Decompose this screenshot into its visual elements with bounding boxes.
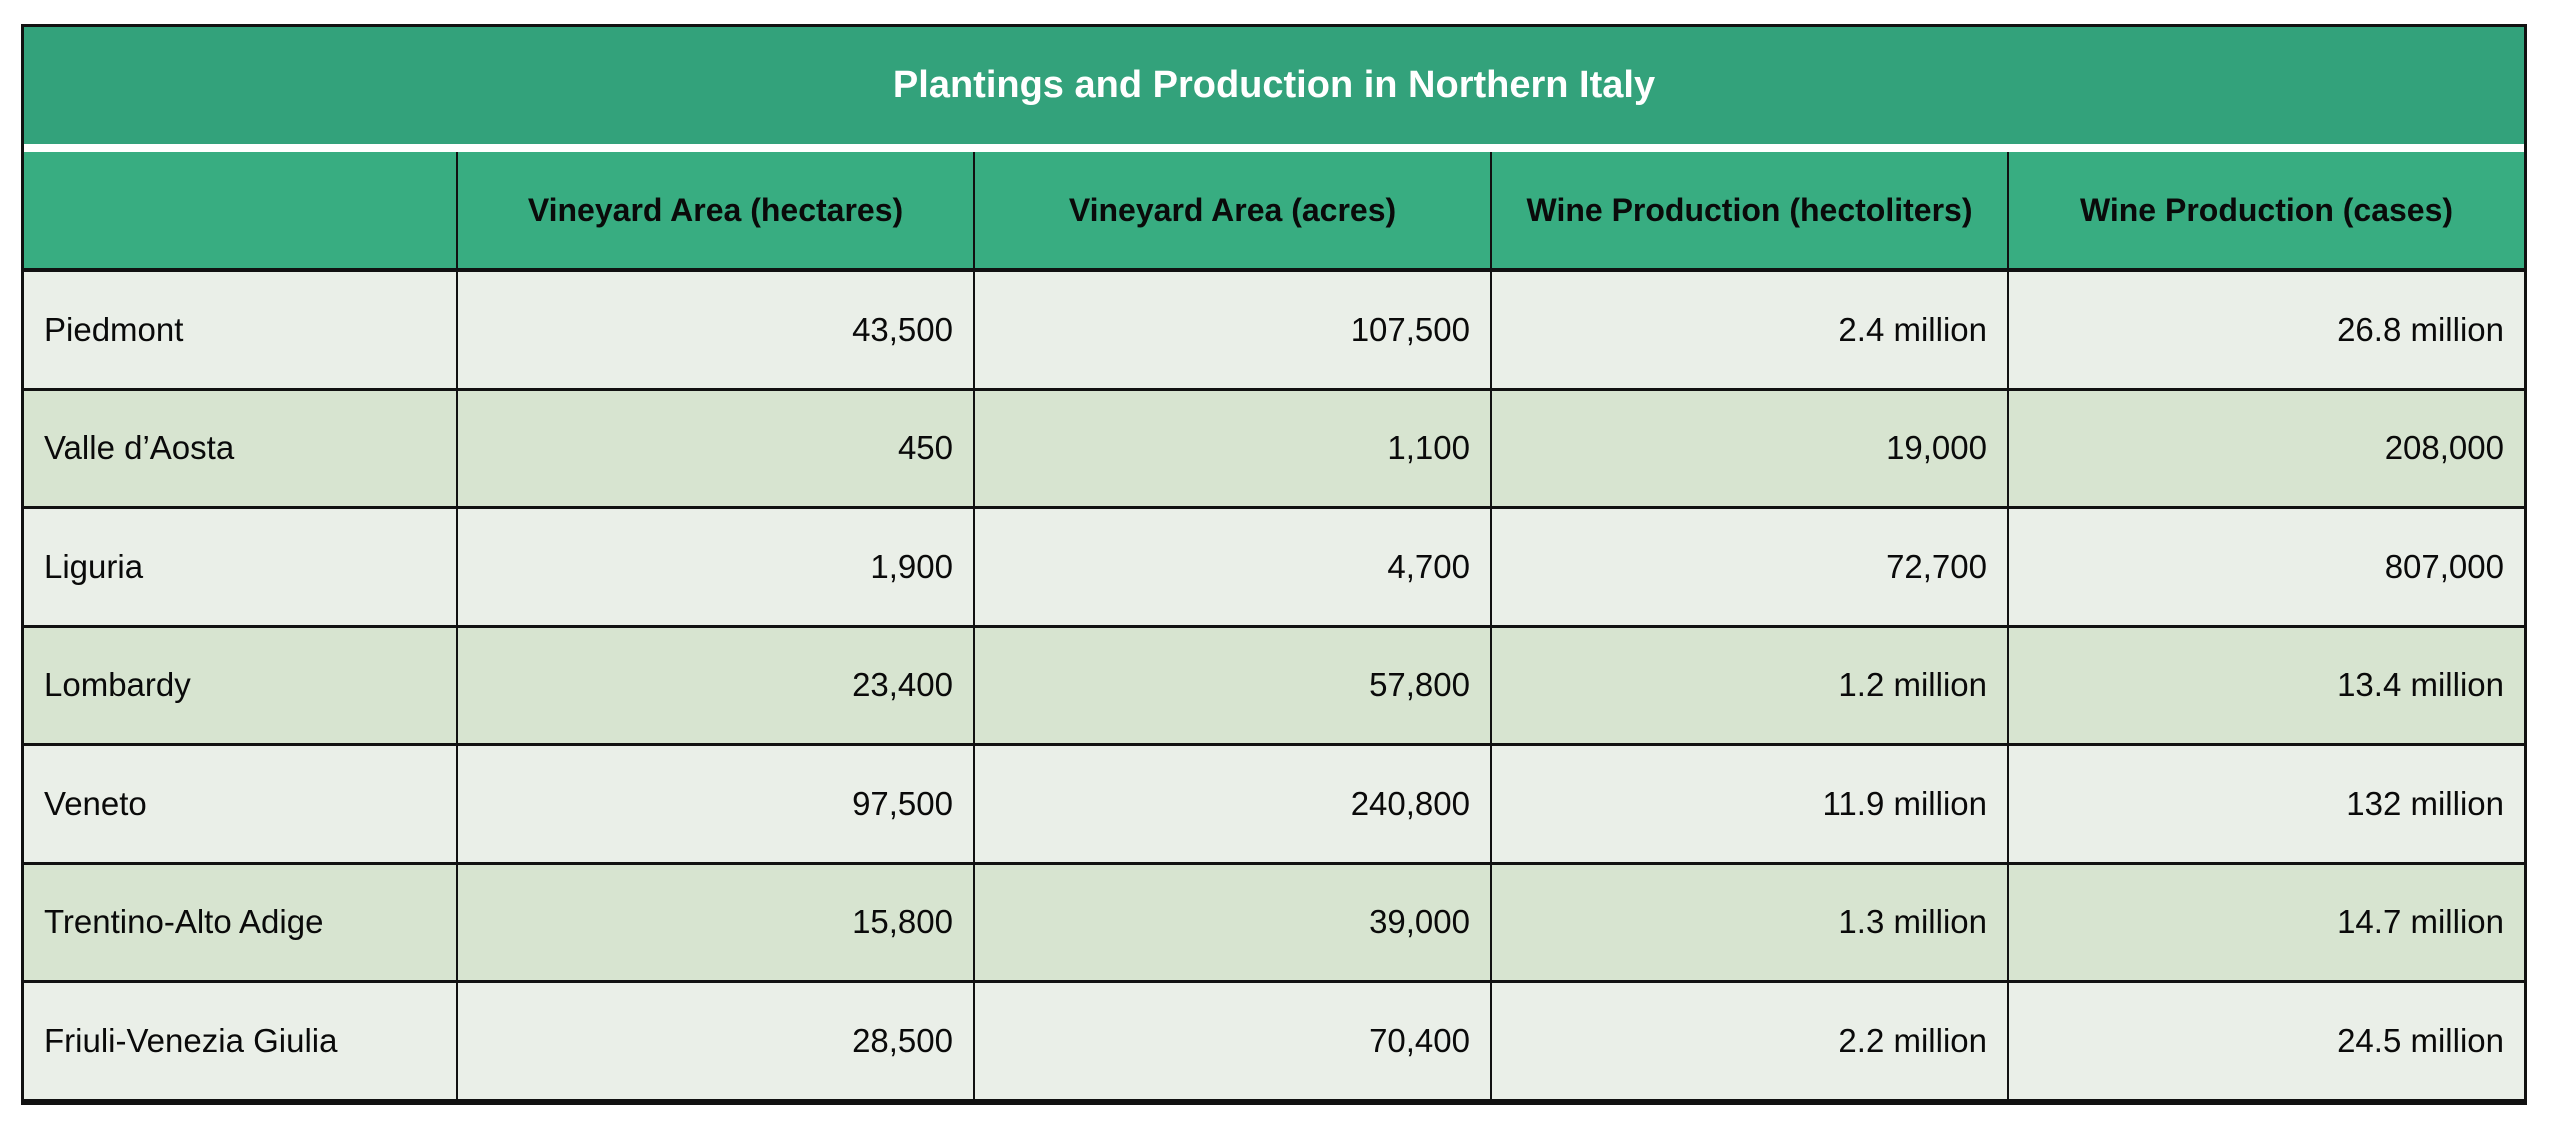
region-cell: Liguria: [24, 509, 456, 628]
cases-cell: 14.7 million: [2007, 864, 2524, 983]
hectares-cell: 15,800: [456, 864, 973, 983]
acres-cell: 57,800: [973, 627, 1490, 746]
acres-cell: 107,500: [973, 272, 1490, 391]
region-cell: Piedmont: [24, 272, 456, 391]
cases-cell: 13.4 million: [2007, 627, 2524, 746]
hectoliters-cell: 2.2 million: [1490, 983, 2007, 1102]
column-header-hectares: Vineyard Area (hectares): [456, 152, 973, 272]
column-header-hectoliters: Wine Production (hectoliters): [1490, 152, 2007, 272]
title-divider: [24, 144, 2524, 152]
acres-cell: 4,700: [973, 509, 1490, 628]
column-header-cases: Wine Production (cases): [2007, 152, 2524, 272]
acres-cell: 70,400: [973, 983, 1490, 1102]
column-header-region: [24, 152, 456, 272]
table-grid: Vineyard Area (hectares) Vineyard Area (…: [24, 152, 2524, 1102]
region-cell: Lombardy: [24, 627, 456, 746]
column-header-acres: Vineyard Area (acres): [973, 152, 1490, 272]
hectoliters-cell: 11.9 million: [1490, 746, 2007, 865]
acres-cell: 39,000: [973, 864, 1490, 983]
data-table: Plantings and Production in Northern Ita…: [21, 24, 2527, 1105]
region-cell: Trentino-Alto Adige: [24, 864, 456, 983]
hectares-cell: 28,500: [456, 983, 973, 1102]
cases-cell: 807,000: [2007, 509, 2524, 628]
cases-cell: 132 million: [2007, 746, 2524, 865]
region-cell: Veneto: [24, 746, 456, 865]
region-cell: Friuli-Venezia Giulia: [24, 983, 456, 1102]
hectares-cell: 1,900: [456, 509, 973, 628]
hectoliters-cell: 19,000: [1490, 390, 2007, 509]
hectoliters-cell: 1.2 million: [1490, 627, 2007, 746]
hectoliters-cell: 1.3 million: [1490, 864, 2007, 983]
acres-cell: 240,800: [973, 746, 1490, 865]
region-cell: Valle d’Aosta: [24, 390, 456, 509]
hectoliters-cell: 72,700: [1490, 509, 2007, 628]
hectares-cell: 97,500: [456, 746, 973, 865]
hectares-cell: 43,500: [456, 272, 973, 391]
table-title: Plantings and Production in Northern Ita…: [24, 27, 2524, 144]
hectares-cell: 450: [456, 390, 973, 509]
acres-cell: 1,100: [973, 390, 1490, 509]
cases-cell: 208,000: [2007, 390, 2524, 509]
hectoliters-cell: 2.4 million: [1490, 272, 2007, 391]
cases-cell: 24.5 million: [2007, 983, 2524, 1102]
cases-cell: 26.8 million: [2007, 272, 2524, 391]
hectares-cell: 23,400: [456, 627, 973, 746]
